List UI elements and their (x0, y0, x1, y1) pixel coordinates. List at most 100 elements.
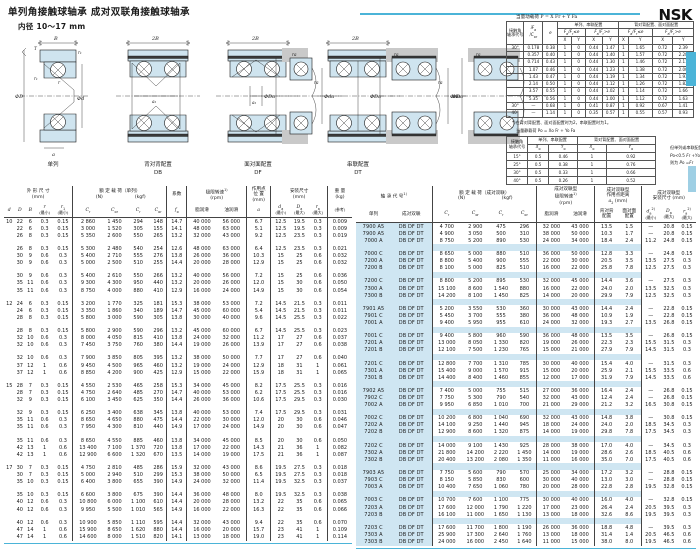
cell-a2b: 22.8 (601, 484, 613, 491)
factor-v6: 0.72 (651, 72, 674, 82)
cell-D: 22 (16, 225, 23, 232)
factor-v4: 1 (618, 50, 629, 60)
table-row: 42 13 1 0.6 12 900 6 600 1 320 670 13.5 14 000 19 … (4, 451, 352, 459)
cell-CorK: 610 (512, 319, 538, 327)
cell-ng: 15 000 (193, 369, 211, 376)
cell-da: — (648, 442, 654, 449)
cell-a2b: 13.5 (601, 333, 613, 340)
cell-ra: 0.15 (681, 387, 693, 394)
spacer-row (356, 381, 696, 388)
cell-no: 43 000 (565, 305, 596, 313)
spacer-cell (617, 490, 642, 497)
cell-pair: DB DF DT (390, 237, 433, 245)
cell-r: 0.6 (40, 280, 49, 287)
cell-pair: DB DF DT (390, 531, 433, 539)
cell-r: 0.3 (40, 472, 49, 479)
cell-ng: 19 000 (193, 342, 211, 349)
cell-CorN: 3 550 (468, 305, 483, 312)
cell-a2b: 24.0 (601, 285, 613, 292)
spacer-cell (390, 436, 433, 443)
cell-ra: 0.6 (682, 374, 691, 381)
cell-code: 7203 A (356, 504, 391, 512)
cell-ra: 1 (308, 444, 328, 452)
factor-e: 0.40 (542, 50, 559, 60)
spacer-cell (594, 326, 618, 333)
cell-da: 15 (277, 280, 284, 287)
factor-row: 1.43 0.47 1 0 0.44 1.19 1 1.34 0.72 1.93 (505, 72, 694, 82)
cell-CorK: 825 (512, 292, 538, 300)
cell-no: 24 000 (565, 421, 596, 429)
svg-text:T: T (34, 47, 38, 52)
cell-ng: 36 000 (193, 492, 211, 499)
th-dims: 外 形 尺 寸 (mm) (4, 186, 74, 205)
cell-w: 0.021 (332, 245, 348, 252)
cell-CrN: 16 100 (438, 511, 456, 518)
th-y4: Y (672, 36, 694, 45)
spacer-row (4, 485, 352, 492)
cell-a2f: 2.4 (617, 387, 642, 395)
cell-r: 0.3 (40, 492, 49, 499)
spacer-cell (150, 485, 168, 492)
cell-CorN: 3 750 (107, 342, 122, 349)
factor-ratio: 1.43 (523, 72, 544, 82)
spacer-cell (308, 458, 328, 465)
cell-pair: DB DF DT (390, 332, 433, 340)
cell-ng: 32 000 (542, 395, 561, 401)
cell-ng: 45 000 (193, 328, 211, 335)
th-r: r (最小) (39, 204, 51, 215)
cell-Da: 32.5 (293, 479, 305, 486)
factor-v3: 1.23 (601, 65, 620, 74)
spacer-cell (53, 348, 74, 355)
cell-no: 53 000 (216, 409, 247, 417)
cell-B: 13 (27, 444, 34, 451)
spacer-cell (356, 353, 391, 361)
cell-CrK: 1 100 (131, 499, 146, 506)
svg-text:ΦD: ΦD (15, 94, 23, 100)
cell-f: 15.3 (166, 471, 188, 479)
spacer-row (356, 326, 696, 333)
cell-ng: 20 000 (193, 499, 211, 506)
cell-CrK: 1 110 (131, 519, 146, 526)
cell-da: 20 (277, 424, 284, 431)
cell-CrN: 9 400 (439, 319, 454, 326)
cell-f: 14.4 (166, 498, 188, 507)
cell-a2b: 35.0 (601, 456, 613, 463)
factor-v0: 1 (557, 87, 573, 96)
cell-CrN: 8 650 (80, 437, 96, 444)
cell-no: 18 000 (565, 531, 596, 539)
factor-v4: 1 (618, 58, 629, 67)
spacer-cell (150, 348, 168, 355)
cell-ra: 0.6 (308, 519, 328, 527)
cell-f: 13.8 (166, 444, 188, 452)
cell-d (4, 451, 15, 458)
factor-ratio: 0.714 (523, 58, 544, 67)
cell-da: — (648, 230, 654, 237)
table-row: 24 6 0.3 0.15 3 350 1 860 340 189 14.7 45 000 60 0… (4, 307, 352, 315)
spacer-cell (216, 294, 247, 301)
cell-no: 43 000 (565, 394, 596, 402)
th-pair-mounting: 成对双联型 安装尺寸 (mm) (652, 190, 685, 202)
cell-r: 0.6 (40, 417, 49, 424)
cell-CorN: 8 100 (468, 292, 483, 299)
cell-a: 16.3 (246, 506, 272, 514)
cell-CorK: 875 (512, 428, 538, 437)
cell-a2f: 4.8 (617, 524, 642, 532)
cell-ra: 0.3 (308, 314, 328, 322)
cell-d (4, 342, 15, 349)
cell-Da: 31 (296, 369, 303, 376)
cell-Da: 36 (296, 451, 303, 458)
cell-ng: 32 000 (542, 278, 561, 285)
static-factor-table: 接触角 轴承代号 单列、串联配置 背对背配置、面对面配置 Xo Yo Xo Yo … (506, 135, 657, 186)
cell-r1: 0.15 (53, 307, 74, 315)
cell-ra: 0.3 (308, 245, 328, 253)
th-mounting: 安装尺寸 (mm) (270, 186, 328, 205)
cell-a: 8.0 (246, 491, 272, 499)
svg-text:ra: ra (314, 81, 319, 86)
cell-CrN: 17 600 (438, 524, 456, 531)
factor-row: 30° —0.68 1 0 0.41 0.87 1 0.92 0.67 1.41 (505, 101, 694, 111)
th-pair-speed: 成对双联型 极限转速1) (rpm) (536, 186, 596, 207)
cell-CrN: 7 900 (80, 355, 96, 362)
cell-ra: 1 (308, 526, 328, 534)
spacer-cell (617, 381, 642, 388)
cell-a2b: 25.8 (601, 265, 613, 272)
